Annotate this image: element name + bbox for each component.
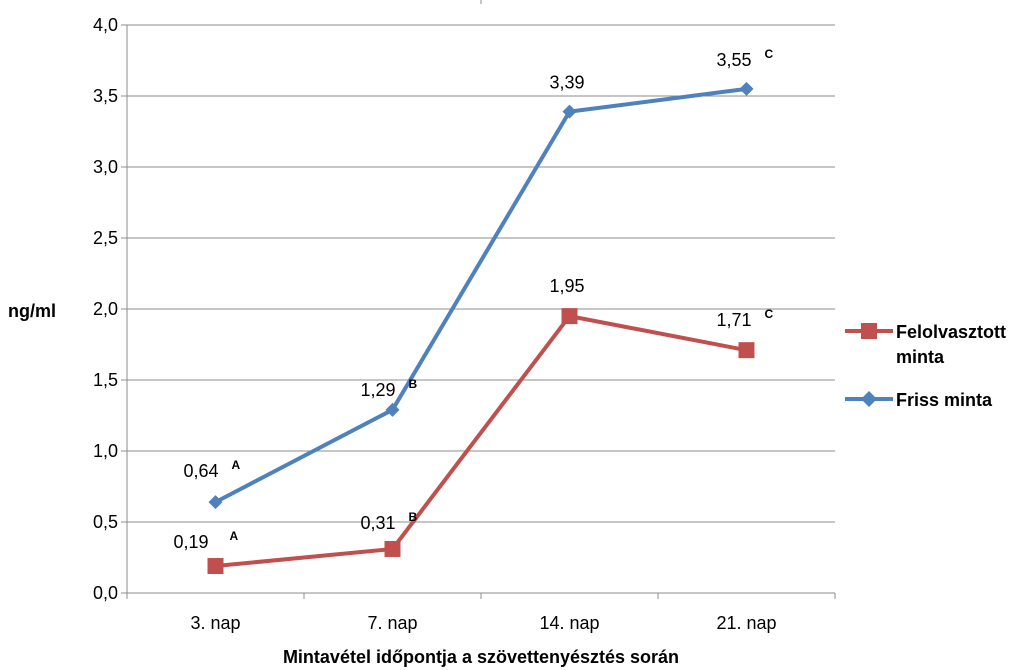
gridlines xyxy=(127,24,835,523)
data-label: 0,19 xyxy=(174,532,209,552)
data-labels: 0,19 A 0,31 B 1,95 1,71 C 0,64 A 1,29 B 3,39 3,55 C xyxy=(174,47,774,552)
y-tick-label: 2,0 xyxy=(93,299,118,319)
x-axis-title: Mintavétel időpontja a szövettenyésztés … xyxy=(283,647,679,667)
axes xyxy=(121,0,836,599)
y-tick-label: 1,5 xyxy=(93,370,118,390)
y-tick-label: 0,0 xyxy=(93,583,118,603)
significance-letter: A xyxy=(232,458,241,472)
data-label: 0,31 xyxy=(361,513,396,533)
x-tick-label: 3. nap xyxy=(190,613,240,633)
x-tick-label: 7. nap xyxy=(367,613,417,633)
legend-label-friss: Friss minta xyxy=(896,390,993,410)
x-tick-label: 14. nap xyxy=(539,613,599,633)
significance-letter: B xyxy=(409,377,418,391)
legend-marker-diamond xyxy=(861,391,877,407)
data-point-square xyxy=(561,308,578,325)
series-group xyxy=(207,81,755,575)
y-tick-label: 2,5 xyxy=(93,228,118,248)
y-tick-label: 1,0 xyxy=(93,441,118,461)
data-point-square xyxy=(738,342,755,359)
x-tick-label: 21. nap xyxy=(716,613,776,633)
legend-label-felolvasztott: Felolvasztott xyxy=(896,322,1006,342)
y-tick-label: 3,0 xyxy=(93,157,118,177)
data-point-square xyxy=(384,540,401,557)
significance-letter: B xyxy=(409,510,418,524)
data-point-diamond xyxy=(562,104,577,119)
legend-item-friss: Friss minta xyxy=(845,390,993,410)
x-tick-labels: 3. nap 7. nap 14. nap 21. nap xyxy=(190,613,776,633)
data-label: 3,55 xyxy=(717,50,752,70)
data-label: 1,29 xyxy=(361,380,396,400)
data-label: 0,64 xyxy=(184,461,219,481)
data-label: 1,71 xyxy=(717,310,752,330)
series-line-felolvasztott xyxy=(215,314,747,569)
significance-letter: A xyxy=(230,529,239,543)
legend: Felolvasztott minta Friss minta xyxy=(845,322,1006,410)
y-tick-label: 3,5 xyxy=(93,86,118,106)
legend-marker-square xyxy=(861,323,877,339)
data-label: 1,95 xyxy=(550,276,585,296)
significance-letter: C xyxy=(765,47,774,61)
y-tick-labels: 0,0 0,5 1,0 1,5 2,0 2,5 3,0 3,5 4,0 xyxy=(93,15,118,603)
data-point-diamond xyxy=(739,81,754,96)
series-line-friss xyxy=(214,86,747,504)
legend-label-felolvasztott-line2: minta xyxy=(896,347,945,367)
legend-item-felolvasztott: Felolvasztott minta xyxy=(845,322,1006,367)
data-label: 3,39 xyxy=(550,73,585,93)
y-tick-label: 0,5 xyxy=(93,512,118,532)
y-tick-label: 4,0 xyxy=(93,15,118,35)
significance-letter: C xyxy=(765,307,774,321)
data-point-diamond xyxy=(208,495,223,510)
data-point-square xyxy=(207,558,224,575)
y-axis-title: ng/ml xyxy=(8,301,56,321)
data-point-diamond xyxy=(385,402,400,417)
